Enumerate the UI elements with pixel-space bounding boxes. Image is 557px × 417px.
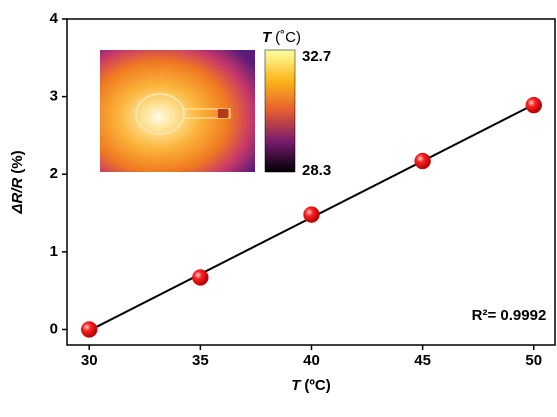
colorbar-max: 32.7 bbox=[302, 48, 331, 65]
y-label-unit: (%) bbox=[9, 150, 26, 173]
x-tick-label: 40 bbox=[303, 352, 320, 369]
y-tick-label: 2 bbox=[50, 165, 58, 182]
colorbar-title: T(˚C) bbox=[262, 29, 301, 46]
data-point bbox=[304, 207, 320, 223]
x-label-unit: (ºC) bbox=[304, 377, 330, 394]
y-tick-label: 3 bbox=[50, 88, 58, 105]
y-tick-label: 0 bbox=[50, 320, 58, 337]
data-point bbox=[192, 269, 208, 285]
y-tick-label: 1 bbox=[50, 243, 58, 260]
data-point bbox=[415, 153, 431, 169]
y-label-symbol: ΔR/R bbox=[9, 178, 26, 215]
chart: T(˚C) 32.7 28.3 R²= 0.9992 T(ºC) ΔR/R(%)… bbox=[0, 0, 557, 417]
x-tick-label: 50 bbox=[525, 352, 542, 369]
data-point bbox=[81, 321, 97, 337]
colorbar-title-unit: (˚C) bbox=[275, 29, 301, 46]
x-tick-label: 35 bbox=[192, 352, 209, 369]
colorbar-min: 28.3 bbox=[302, 162, 331, 179]
y-axis-label: ΔR/R (%) bbox=[9, 150, 26, 214]
x-label-symbol: T bbox=[291, 377, 302, 394]
x-tick-label: 30 bbox=[81, 352, 98, 369]
x-axis-label: T(ºC) bbox=[291, 377, 330, 394]
y-tick-label: 4 bbox=[50, 10, 59, 27]
data-point bbox=[526, 97, 542, 113]
annotation: R²= 0.9992 bbox=[472, 307, 547, 324]
thermal-inset bbox=[100, 50, 295, 172]
colorbar-title-symbol: T bbox=[262, 29, 273, 46]
x-tick-label: 45 bbox=[414, 352, 431, 369]
